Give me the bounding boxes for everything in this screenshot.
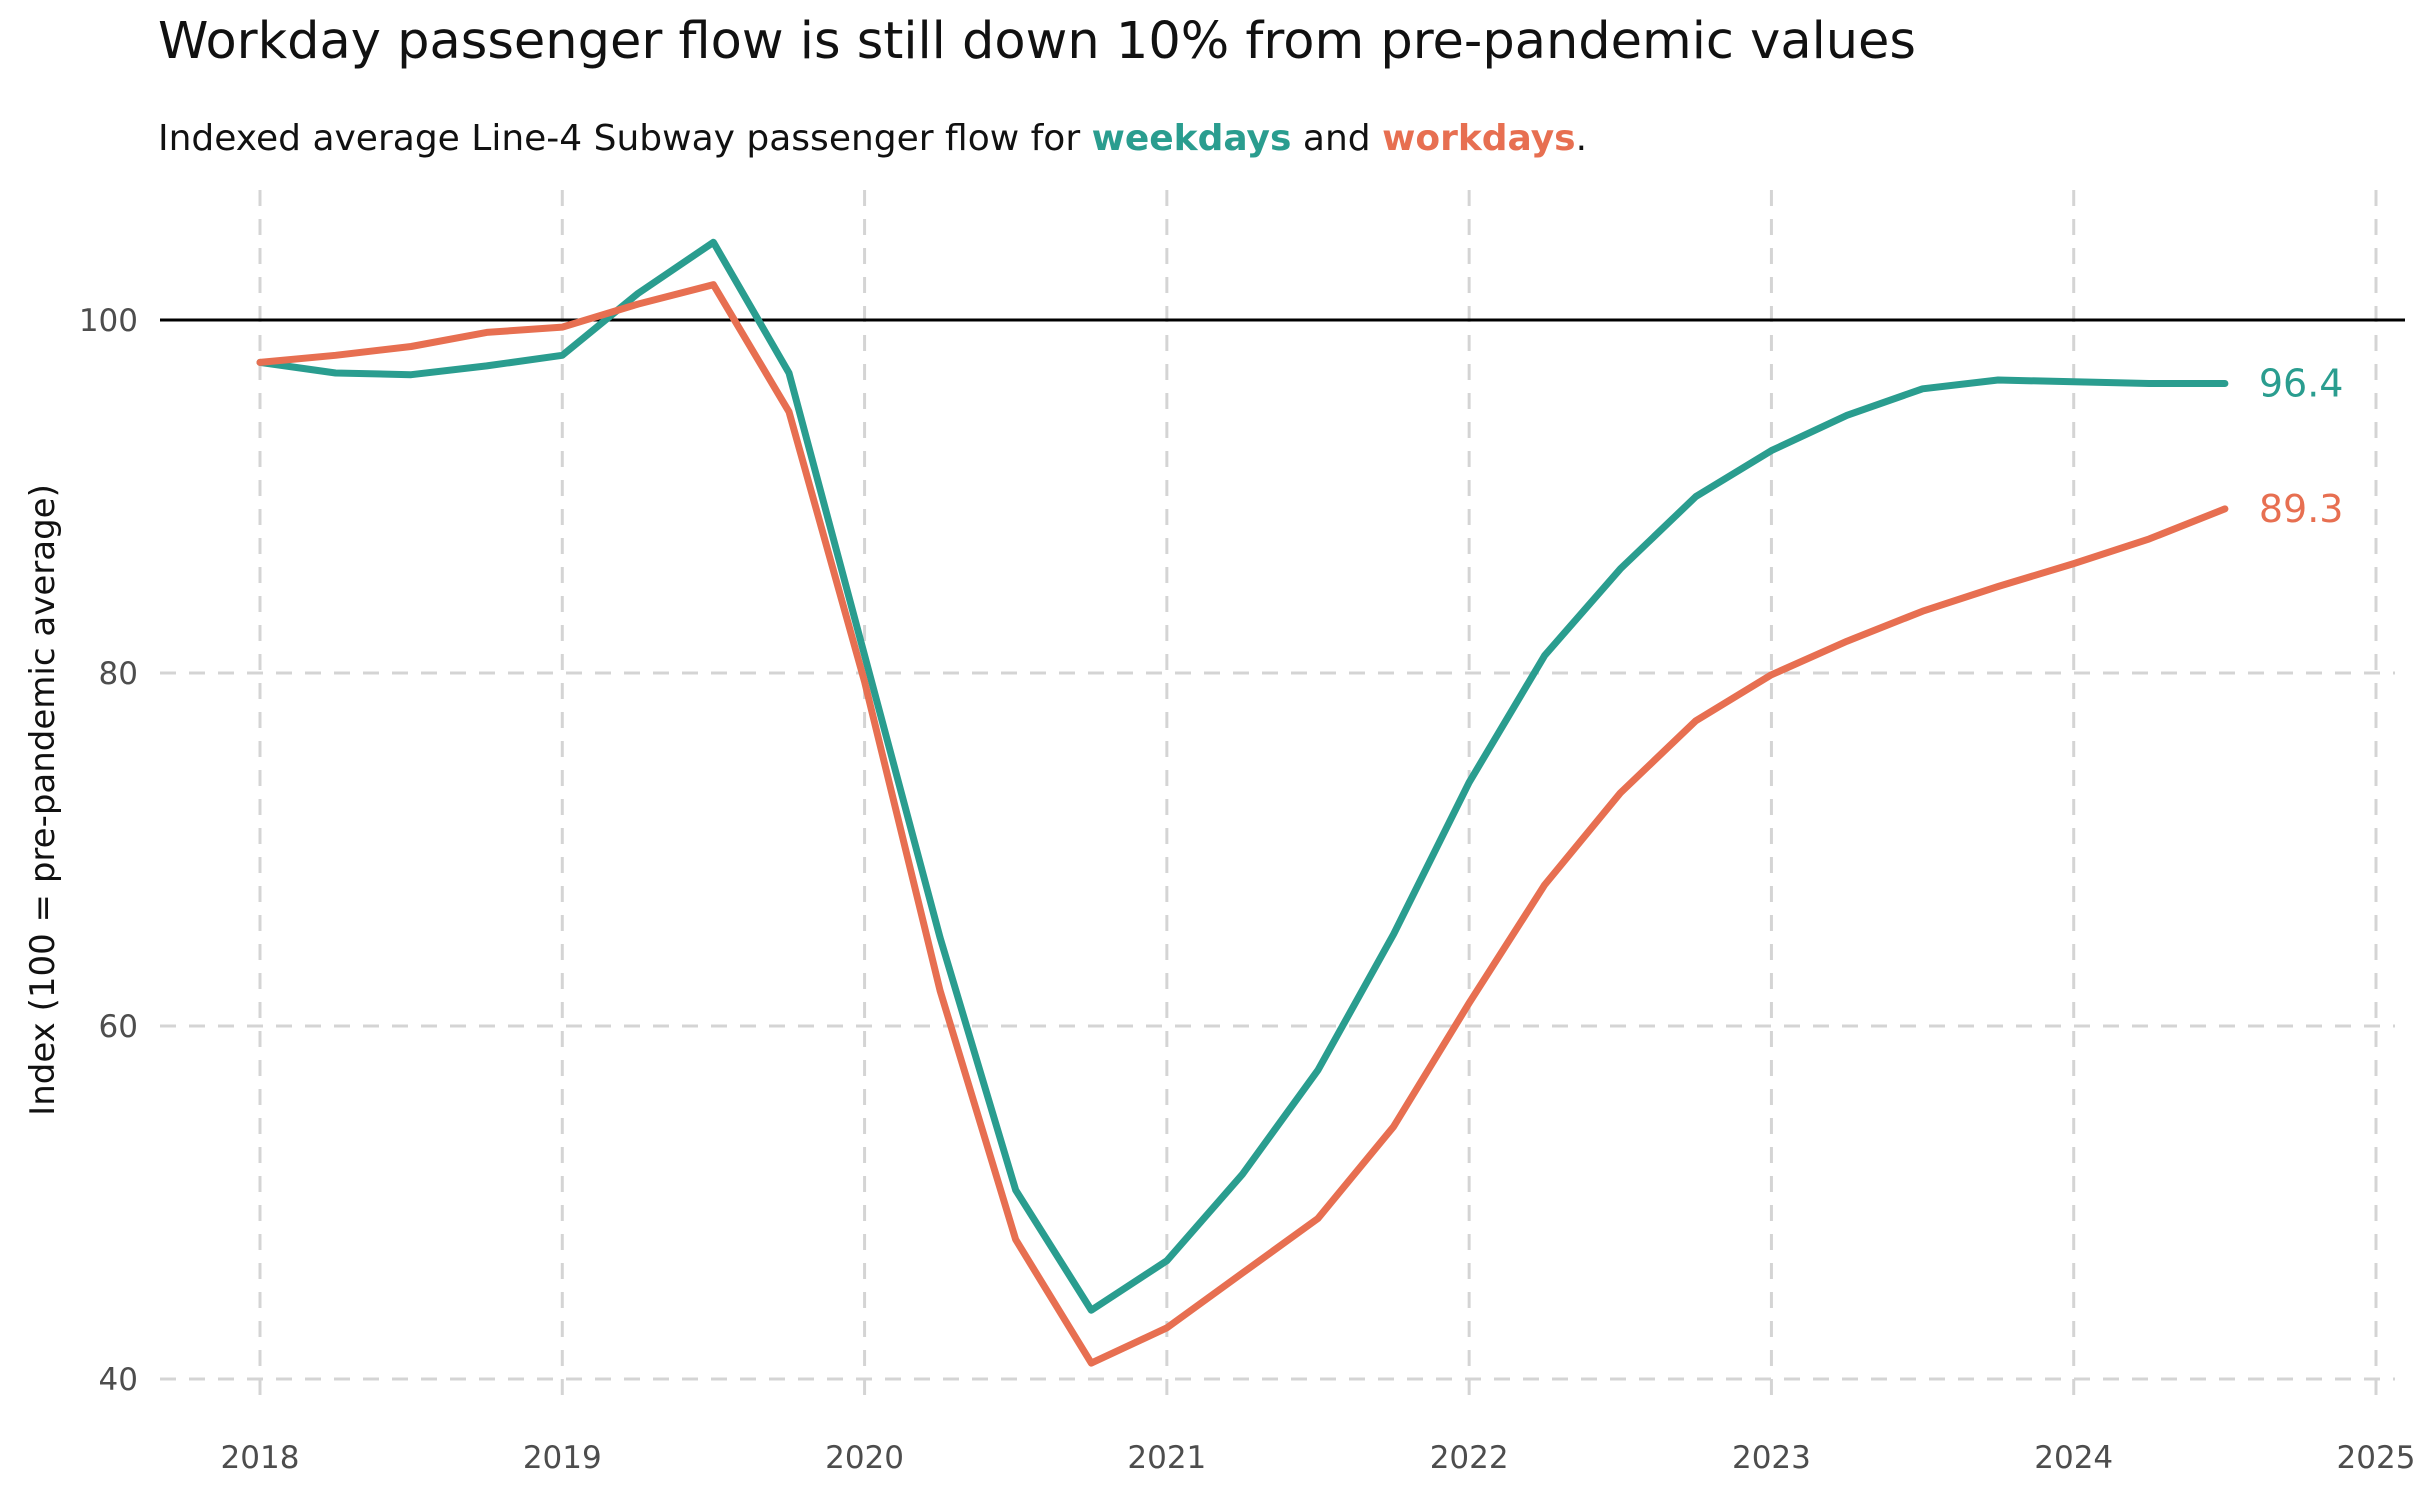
x-tick-label-2025: 2025 [2337, 1440, 2416, 1476]
x-tick-label-2018: 2018 [221, 1440, 300, 1476]
chart-title: Workday passenger flow is still down 10%… [158, 12, 1917, 71]
x-tick-label-2023: 2023 [1732, 1440, 1811, 1476]
x-tick-label-2019: 2019 [523, 1440, 602, 1476]
end-label-weekdays: 96.4 [2259, 362, 2344, 406]
x-tick-label-2022: 2022 [1430, 1440, 1509, 1476]
series-line-workdays [256, 281, 2229, 1367]
y-tick-label-100: 100 [79, 303, 138, 339]
y-tick-label-60: 60 [99, 1009, 138, 1045]
subtitle-workdays-highlight: workdays [1382, 118, 1576, 159]
subtitle-middle: and [1291, 118, 1383, 159]
grid [160, 190, 2395, 1395]
series-group [256, 238, 2229, 1367]
y-tick-label-40: 40 [99, 1362, 138, 1398]
series-line-weekdays [256, 238, 2229, 1314]
subtitle-weekdays-highlight: weekdays [1091, 118, 1292, 159]
label-group: 96.4 89.3 [2259, 362, 2344, 531]
x-tick-label-2024: 2024 [2034, 1440, 2113, 1476]
chart-subtitle: Indexed average Line-4 Subway passenger … [158, 118, 1587, 159]
end-label-workdays: 89.3 [2259, 487, 2344, 531]
x-tick-label-2020: 2020 [825, 1440, 904, 1476]
subtitle-suffix: . [1575, 118, 1588, 159]
y-axis-label: Index (100 = pre-pandemic average) [23, 484, 63, 1116]
axes: 2018 2019 2020 2021 2022 2023 2024 2025 40 60 80 10… [23, 303, 2415, 1476]
subtitle-prefix: Indexed average Line-4 Subway passenger … [158, 118, 1092, 159]
y-tick-label-80: 80 [99, 656, 138, 692]
x-tick-label-2021: 2021 [1127, 1440, 1206, 1476]
